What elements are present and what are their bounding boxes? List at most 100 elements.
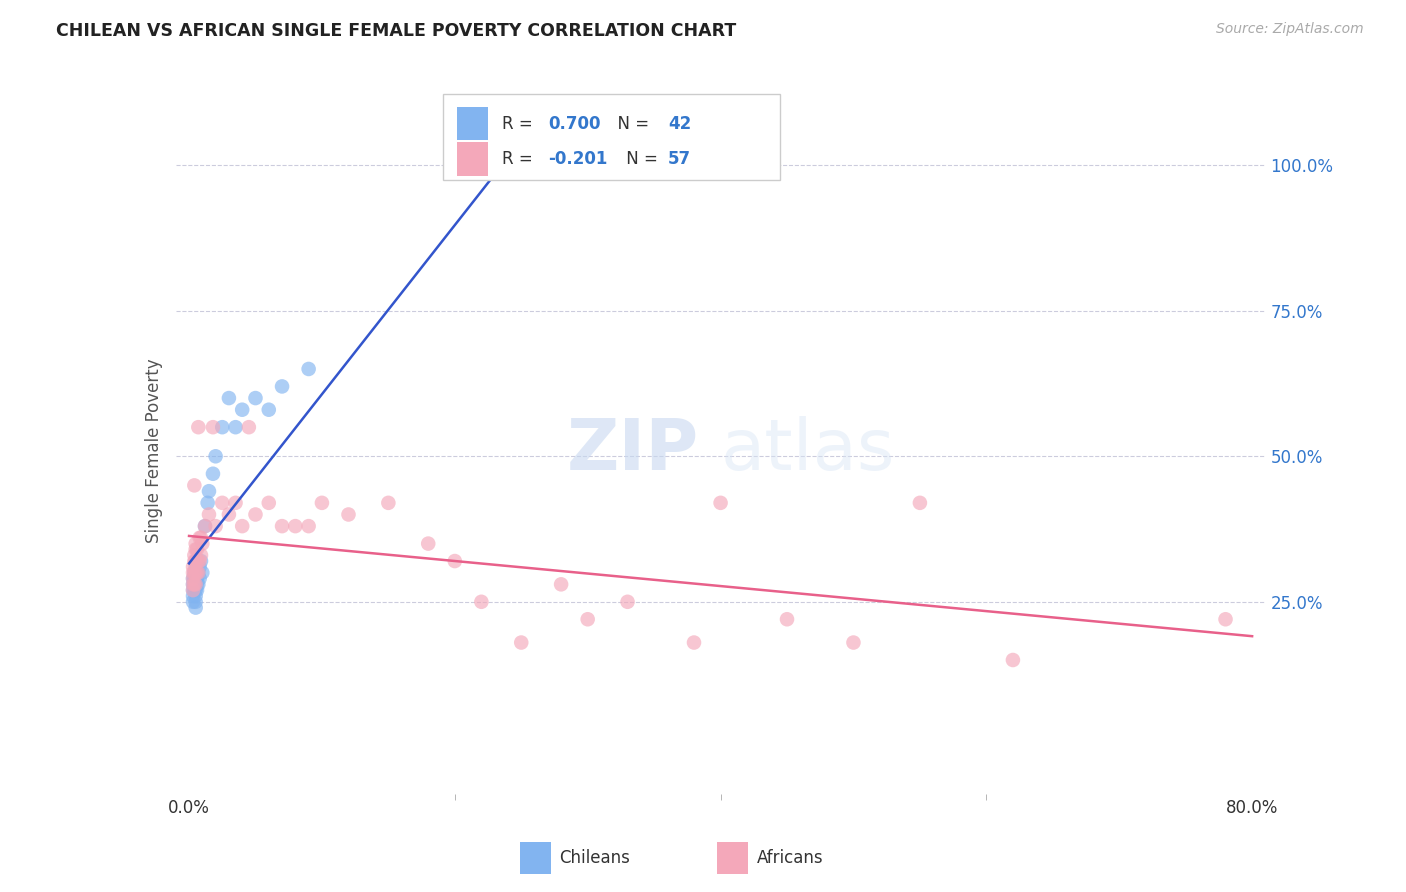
Point — [218, 508, 240, 522]
Text: CHILEAN VS AFRICAN SINGLE FEMALE POVERTY CORRELATION CHART: CHILEAN VS AFRICAN SINGLE FEMALE POVERTY… — [56, 22, 737, 40]
Point — [470, 595, 492, 609]
Point — [418, 536, 440, 550]
Point — [183, 577, 205, 591]
Point — [225, 496, 247, 510]
Text: N =: N = — [607, 114, 655, 133]
Point — [181, 583, 204, 598]
Point — [184, 554, 207, 568]
Point — [245, 391, 267, 405]
Point — [510, 635, 533, 649]
Point — [186, 566, 208, 580]
Point — [186, 572, 208, 586]
Bar — [520, 842, 551, 874]
Bar — [717, 842, 748, 874]
Point — [181, 577, 204, 591]
Bar — [457, 106, 488, 140]
Point — [187, 566, 209, 580]
Point — [908, 496, 931, 510]
Point — [184, 577, 207, 591]
Point — [245, 508, 267, 522]
Point — [776, 612, 799, 626]
Point — [710, 496, 733, 510]
Point — [284, 519, 307, 533]
Point — [211, 420, 233, 434]
Point — [184, 577, 207, 591]
Point — [181, 577, 204, 591]
Point — [191, 536, 214, 550]
Text: 42: 42 — [668, 114, 692, 133]
Point — [184, 554, 207, 568]
Point — [181, 589, 204, 603]
Point — [187, 554, 209, 568]
Bar — [443, 94, 780, 180]
Text: R =: R = — [502, 114, 538, 133]
Point — [201, 420, 224, 434]
Point — [225, 420, 247, 434]
Point — [231, 402, 253, 417]
Point — [181, 595, 204, 609]
Point — [201, 467, 224, 481]
Point — [550, 577, 572, 591]
Point — [204, 519, 226, 533]
Text: Africans: Africans — [756, 849, 823, 867]
Point — [616, 595, 638, 609]
Point — [1215, 612, 1237, 626]
Point — [188, 560, 211, 574]
Point — [183, 566, 205, 580]
Text: 57: 57 — [668, 150, 690, 169]
Point — [211, 496, 233, 510]
Point — [184, 560, 207, 574]
Point — [188, 531, 211, 545]
Point — [187, 420, 209, 434]
Point — [184, 600, 207, 615]
Point — [184, 595, 207, 609]
Point — [186, 542, 208, 557]
Text: atlas: atlas — [721, 416, 896, 485]
Point — [257, 496, 280, 510]
Point — [190, 531, 212, 545]
Point — [183, 548, 205, 562]
Point — [198, 508, 221, 522]
Point — [257, 402, 280, 417]
Point — [186, 577, 208, 591]
Point — [194, 519, 217, 533]
Point — [184, 583, 207, 598]
Point — [187, 577, 209, 591]
Text: R =: R = — [502, 150, 538, 169]
Point — [191, 566, 214, 580]
Point — [187, 566, 209, 580]
Point — [184, 572, 207, 586]
Point — [183, 583, 205, 598]
Text: 0.700: 0.700 — [548, 114, 600, 133]
Point — [298, 362, 321, 376]
Point — [311, 496, 333, 510]
Point — [443, 554, 465, 568]
Point — [183, 566, 205, 580]
Point — [183, 478, 205, 492]
Text: -0.201: -0.201 — [548, 150, 607, 169]
Point — [683, 635, 706, 649]
Point — [198, 484, 221, 499]
Point — [184, 566, 207, 580]
Point — [184, 542, 207, 557]
Point — [238, 420, 260, 434]
Point — [190, 554, 212, 568]
Point — [197, 496, 219, 510]
Point — [337, 508, 360, 522]
Point — [184, 536, 207, 550]
Point — [186, 554, 208, 568]
Point — [184, 566, 207, 580]
Point — [218, 391, 240, 405]
Point — [204, 450, 226, 464]
Point — [184, 589, 207, 603]
Point — [181, 572, 204, 586]
Bar — [457, 142, 488, 177]
Point — [1001, 653, 1024, 667]
Point — [194, 519, 217, 533]
Point — [181, 560, 204, 574]
Point — [576, 158, 599, 172]
Point — [183, 572, 205, 586]
Point — [271, 379, 294, 393]
Point — [183, 577, 205, 591]
Point — [186, 583, 208, 598]
